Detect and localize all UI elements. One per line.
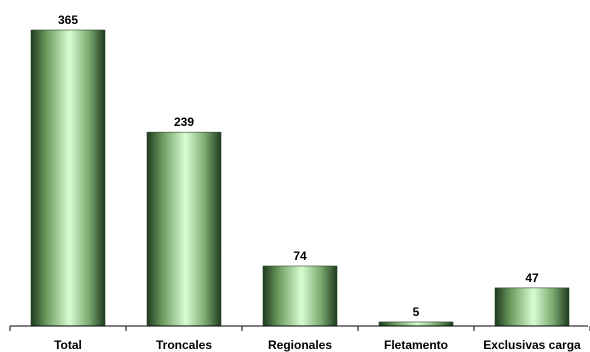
data-label: 239	[174, 115, 194, 129]
x-tick-label: Fletamento	[384, 338, 448, 352]
labels-group: 365 Total 239 Troncales 74 Regionales 5 Fletame…	[54, 13, 581, 352]
bar-total	[30, 29, 106, 327]
bar-exclusivas-carga	[494, 287, 570, 327]
x-tick-label: Exclusivas carga	[483, 338, 581, 352]
data-label: 5	[413, 305, 420, 319]
bar-fletamento	[378, 321, 454, 327]
x-tick-label: Troncales	[156, 338, 212, 352]
x-tick-label: Regionales	[268, 338, 332, 352]
data-label: 47	[525, 271, 539, 285]
x-axis	[9, 325, 590, 331]
x-tick-label: Total	[54, 338, 82, 352]
data-label: 74	[293, 249, 307, 263]
bar-troncales	[146, 131, 222, 327]
data-label: 365	[58, 13, 78, 27]
bar-regionales	[262, 265, 338, 327]
bars-group	[30, 29, 570, 327]
